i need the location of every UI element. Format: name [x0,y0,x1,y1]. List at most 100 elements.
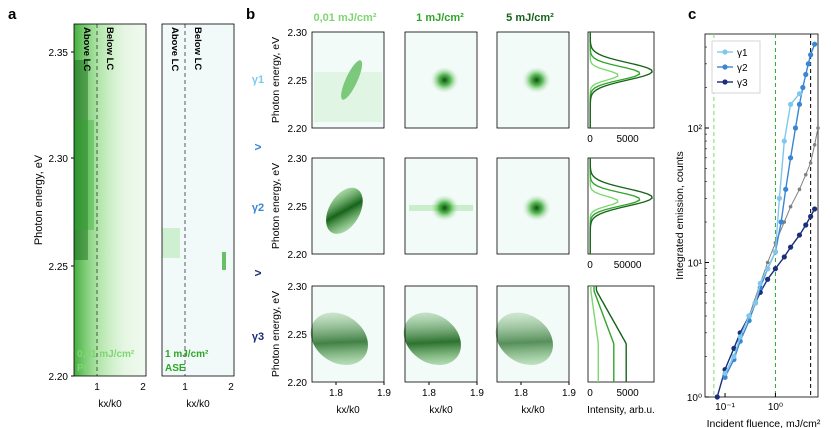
arrow-marker: > [254,140,261,154]
emission-spot [522,66,551,94]
data-point [796,91,803,97]
data-point [781,138,787,144]
ase-label: ASE [165,363,186,374]
panel-a-letter: a [8,6,17,23]
emission-spot [522,194,551,222]
data-point [772,266,779,272]
xlabel: kx/k0 [336,405,360,416]
data-point [803,172,808,177]
data-point [781,254,787,260]
ytick-label: 2.20 [288,124,308,135]
heatmap-r3-c2: 1.8 1.9 kx/k0 [403,285,484,416]
data-point [796,101,803,107]
intensity-profile [589,32,619,128]
panel-a-yticks: 2.35 2.30 2.25 2.20 [49,48,74,383]
data-point [808,52,814,58]
data-point [722,370,728,376]
row-ylabel: Photon energy, eV [270,37,282,123]
chart-ylabel: Integrated emission, counts [674,151,686,279]
intensity-profile [589,158,619,254]
col-header: 0,01 mJ/cm² [314,12,377,24]
data-point [765,276,771,282]
legend-label: γ2 [737,63,748,74]
data-point [737,334,743,340]
profile-r1: 0 5000 [587,31,655,145]
data-point [796,232,803,238]
legend-label: γ3 [737,78,748,89]
xlabel: kx/k0 [521,405,545,416]
intensity-profile [590,286,599,382]
panel-b-letter: b [246,6,255,23]
heatmap-r1-c3 [496,31,570,129]
ytick-label: 2.25 [288,76,308,87]
ytick-label: 2.20 [49,372,69,383]
legend-marker [722,49,728,55]
heatmap-r2-c2 [404,157,478,255]
data-point [797,187,802,192]
data-point [752,300,758,306]
legend: γ1 γ2 γ3 [711,40,761,94]
data-point [803,71,809,78]
ytick-label: 2.30 [288,282,308,293]
profile-r3: 0 5000 Intensity, arb.u. [587,285,655,416]
data-point [746,313,752,319]
above-lc-label: Above LC [81,27,92,71]
data-point [792,125,799,131]
xtick-label: 5000 [616,388,639,399]
xtick-label: 10⁻¹ [715,402,735,413]
intensity-profile [595,286,627,382]
legend-label: γ1 [737,48,748,59]
data-point [757,280,763,286]
panel-b-grid: Photon energy, eV 2.30 2.25 2.20 Photon ener… [270,28,655,416]
row-label-gamma2: γ2 [252,202,264,214]
ytick-label: 2.25 [49,262,69,273]
heatmap-r2-c3 [496,157,570,255]
below-lc-label: Below LC [192,27,203,70]
data-point [805,61,811,67]
data-point [808,161,813,165]
emission-spot [430,194,459,222]
data-point [772,249,779,255]
data-point [731,353,737,360]
xtick-label: 1.8 [422,388,436,399]
emission-spot [430,66,459,94]
ytick-label: 2.20 [288,250,308,261]
ytick-label: 2.25 [288,202,308,213]
data-point [783,186,789,192]
arrow-marker: > [254,266,261,280]
fluence-label: 0,01 mJ/cm² [77,349,135,360]
panel-a-left-map: Above LC Below LC 0,01 mJ/cm² PL 1 2 kx/… [73,23,147,410]
series-line [724,93,801,374]
data-point [812,206,818,212]
data-point [787,101,794,107]
emission-streak [495,312,553,366]
xtick-label: 10⁰ [768,402,783,413]
data-point [812,143,817,147]
heatmap-r1-c1 [311,31,385,129]
pl-label: PL [77,363,90,374]
heatmap-r3-c1: 1.8 1.9 kx/k0 [310,285,391,416]
data-point [787,244,794,250]
intensity-profile [593,286,615,382]
ytick-label: 2.25 [288,330,308,341]
xtick-label: 0 [587,134,593,145]
xlabel: kx/k0 [186,399,210,410]
ytick-label: 2.30 [288,28,308,39]
data-point [776,195,783,201]
xtick-label: 1.9 [562,388,576,399]
ytick-label: 10⁰ [687,393,702,404]
row-ylabel: Photon energy, eV [270,163,282,249]
xlabel: kx/k0 [98,399,122,410]
row-ylabel: Photon energy, eV [270,291,282,377]
fluence-label: 1 mJ/cm² [165,349,209,360]
data-point [765,260,770,265]
panel-a-right-map: Above LC Below LC 1 mJ/cm² ASE 1 2 kx/k0 [161,23,235,410]
data-point [788,204,793,209]
ytick-label: 10¹ [688,259,703,270]
data-point [722,374,728,380]
data-point [816,126,820,130]
legend-marker [722,64,728,70]
data-point [765,266,771,272]
data-point [778,219,784,225]
